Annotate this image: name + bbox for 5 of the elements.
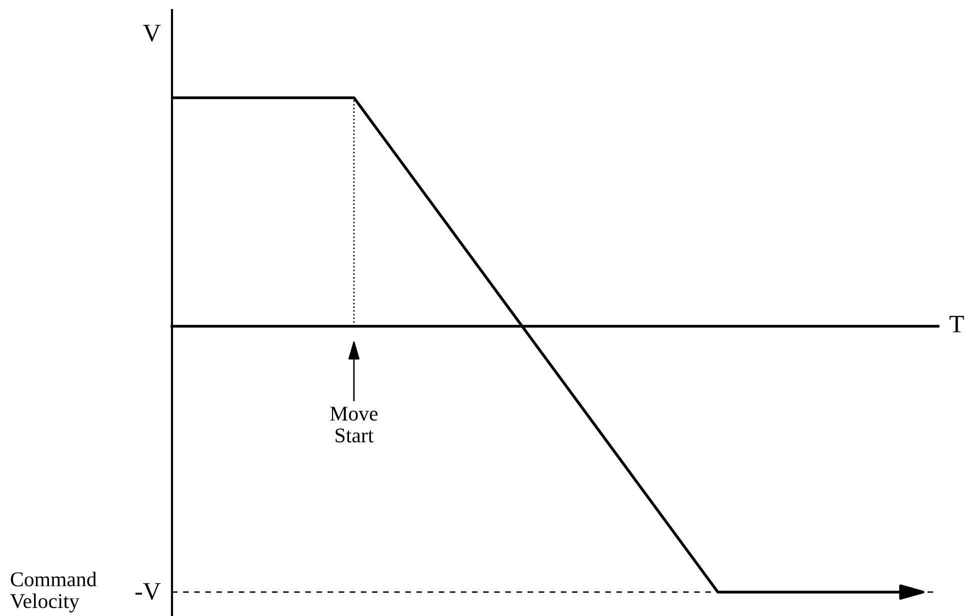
text: -V <box>135 583 161 600</box>
text: T <box>950 316 964 332</box>
text: V <box>143 24 161 42</box>
ref-line-label: Command Velocity <box>10 572 97 612</box>
annotation: Move Start <box>330 406 378 442</box>
